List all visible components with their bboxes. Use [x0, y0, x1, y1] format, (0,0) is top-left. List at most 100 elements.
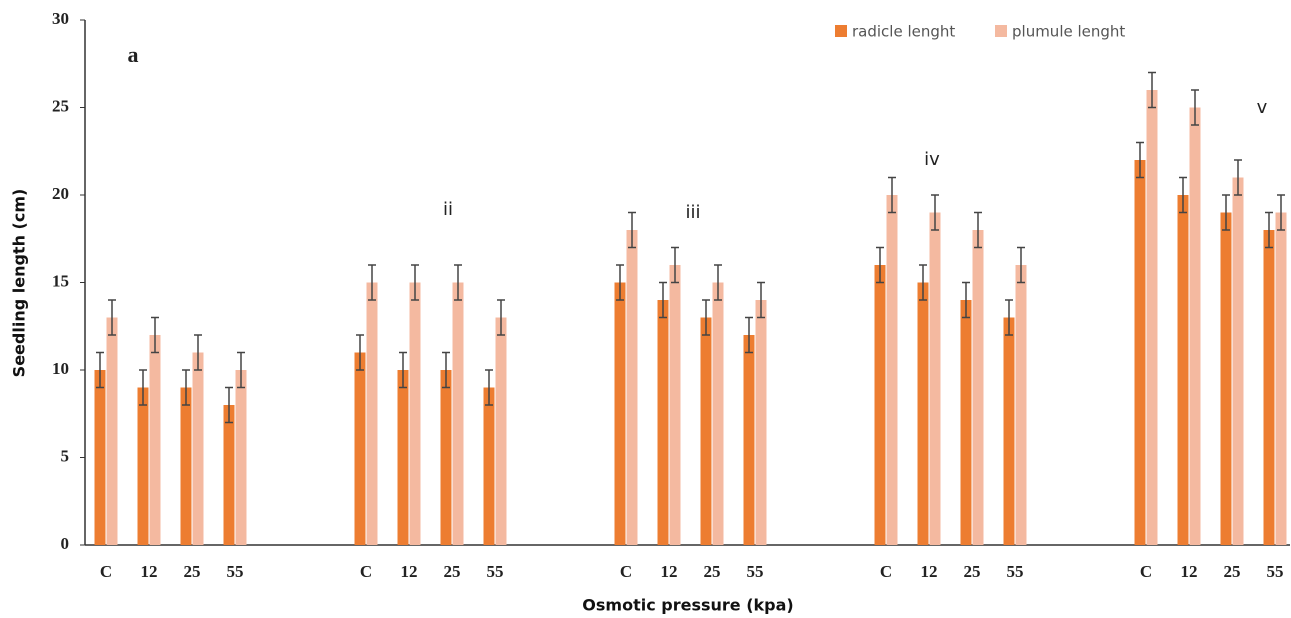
error-bar — [411, 264, 419, 301]
error-bar — [1017, 246, 1025, 284]
x-tick-label: C — [620, 562, 632, 581]
bar — [1189, 107, 1201, 545]
error-bar — [237, 351, 245, 389]
error-bar — [757, 281, 765, 319]
annotation: iv — [924, 149, 940, 170]
bar — [397, 370, 409, 545]
error-bar — [702, 299, 710, 336]
bar — [235, 370, 247, 545]
bar — [137, 387, 149, 545]
legend-label: radicle lenght — [852, 23, 955, 41]
y-tick-label: 15 — [52, 271, 69, 290]
error-bar — [888, 176, 896, 214]
error-bar — [442, 351, 450, 389]
y-axis-title: Seedling length (cm) — [10, 189, 29, 378]
bar — [483, 387, 495, 545]
error-bar — [1234, 159, 1242, 196]
bar — [1275, 212, 1287, 545]
x-tick-label: 25 — [1224, 562, 1241, 581]
bar — [1220, 212, 1232, 545]
annotation: ii — [443, 199, 453, 220]
bar — [712, 282, 724, 545]
y-tick-label: 25 — [52, 96, 69, 115]
bar — [917, 282, 929, 545]
bar — [180, 387, 192, 545]
x-axis-title: Osmotic pressure (kpa) — [582, 596, 793, 615]
bar — [106, 317, 118, 545]
x-tick-label: 55 — [1007, 562, 1024, 581]
bar — [366, 282, 378, 545]
bar — [614, 282, 626, 545]
error-bar — [368, 264, 376, 301]
x-tick-label: 12 — [1181, 562, 1198, 581]
error-bar — [1222, 194, 1230, 231]
bar — [972, 230, 984, 545]
bar — [929, 212, 941, 545]
x-tick-label: 25 — [704, 562, 721, 581]
bar — [1015, 265, 1027, 545]
x-tick-label: 12 — [401, 562, 418, 581]
bar — [94, 370, 106, 545]
error-bar — [931, 194, 939, 231]
error-bar — [1148, 71, 1156, 109]
error-bar — [356, 334, 364, 371]
bar — [626, 230, 638, 545]
error-bar — [399, 351, 407, 389]
bar — [440, 370, 452, 545]
bar — [755, 300, 767, 545]
error-bar — [974, 211, 982, 249]
error-bar — [108, 299, 116, 336]
y-tick-label: 0 — [61, 534, 70, 553]
error-bar — [225, 386, 233, 424]
error-bar — [671, 246, 679, 284]
bar — [960, 300, 972, 545]
error-bar — [919, 264, 927, 301]
y-tick-label: 5 — [61, 446, 70, 465]
error-bar — [1277, 194, 1285, 231]
error-bar — [96, 351, 104, 389]
bar — [743, 335, 755, 545]
bar — [1232, 177, 1244, 545]
error-bar — [1136, 141, 1144, 179]
annotation: iii — [685, 202, 700, 223]
bar — [223, 405, 235, 545]
x-tick-label: 25 — [444, 562, 461, 581]
x-tick-label: 25 — [964, 562, 981, 581]
error-bar — [628, 211, 636, 249]
error-bar — [714, 264, 722, 301]
error-bar — [194, 334, 202, 371]
bar — [886, 195, 898, 545]
bar — [669, 265, 681, 545]
x-tick-label: C — [100, 562, 112, 581]
x-tick-label: 25 — [184, 562, 201, 581]
bar — [354, 352, 366, 545]
error-bar — [1191, 89, 1199, 126]
x-tick-label: 55 — [747, 562, 764, 581]
annotation: v — [1257, 97, 1268, 118]
legend-swatch — [835, 25, 847, 37]
bar — [1134, 160, 1146, 545]
error-bar — [151, 316, 159, 354]
bar — [1003, 317, 1015, 545]
error-bar — [485, 369, 493, 406]
x-tick-label: 55 — [227, 562, 244, 581]
annotation: a — [128, 42, 139, 67]
error-bar — [497, 299, 505, 336]
error-bar — [745, 316, 753, 354]
error-bar — [1265, 211, 1273, 249]
x-tick-label: 55 — [1267, 562, 1284, 581]
bar — [700, 317, 712, 545]
bar — [874, 265, 886, 545]
legend-swatch — [995, 25, 1007, 37]
y-tick-label: 30 — [52, 9, 69, 28]
error-bar — [1005, 299, 1013, 336]
bar — [149, 335, 161, 545]
bar — [657, 300, 669, 545]
x-tick-label: C — [1140, 562, 1152, 581]
error-bar — [876, 246, 884, 284]
legend-label: plumule lenght — [1012, 23, 1125, 41]
bar — [495, 317, 507, 545]
x-tick-label: 55 — [487, 562, 504, 581]
x-tick-label: 12 — [661, 562, 678, 581]
